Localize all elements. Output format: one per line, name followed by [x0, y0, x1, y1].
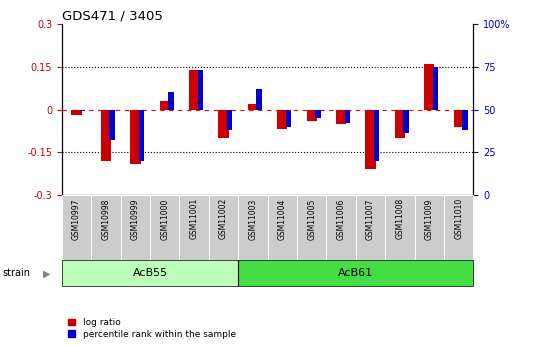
- Bar: [168, 92, 174, 110]
- Bar: [356, 195, 385, 260]
- Bar: [454, 110, 464, 127]
- Bar: [197, 70, 203, 110]
- Bar: [110, 110, 115, 140]
- Bar: [72, 110, 82, 115]
- Text: GSM11010: GSM11010: [454, 198, 463, 239]
- Bar: [238, 260, 473, 286]
- Bar: [160, 101, 170, 110]
- Bar: [395, 110, 405, 138]
- Bar: [433, 67, 438, 110]
- Bar: [374, 110, 379, 161]
- Text: GDS471 / 3405: GDS471 / 3405: [62, 10, 162, 23]
- Bar: [345, 110, 350, 123]
- Bar: [315, 110, 321, 118]
- Text: GSM11003: GSM11003: [249, 198, 258, 239]
- Text: GSM11004: GSM11004: [278, 198, 287, 239]
- Bar: [286, 110, 291, 127]
- Text: strain: strain: [3, 268, 31, 278]
- Bar: [297, 195, 327, 260]
- Bar: [365, 110, 376, 169]
- Bar: [385, 195, 415, 260]
- Bar: [139, 110, 144, 161]
- Text: GSM11002: GSM11002: [219, 198, 228, 239]
- Bar: [209, 195, 238, 260]
- Bar: [404, 110, 409, 134]
- Bar: [307, 110, 317, 121]
- Bar: [227, 110, 232, 130]
- Bar: [238, 195, 268, 260]
- Bar: [130, 110, 140, 164]
- Bar: [80, 110, 86, 111]
- Bar: [257, 89, 262, 110]
- Bar: [444, 195, 473, 260]
- Legend: log ratio, percentile rank within the sample: log ratio, percentile rank within the sa…: [66, 317, 238, 341]
- Text: GSM11006: GSM11006: [337, 198, 345, 239]
- Bar: [462, 110, 468, 130]
- Text: ▶: ▶: [43, 268, 51, 278]
- Bar: [62, 195, 91, 260]
- Bar: [424, 64, 435, 110]
- Bar: [189, 70, 199, 110]
- Bar: [121, 195, 150, 260]
- Bar: [327, 195, 356, 260]
- Text: GSM10999: GSM10999: [131, 198, 140, 240]
- Bar: [150, 195, 180, 260]
- Text: GSM11009: GSM11009: [425, 198, 434, 239]
- Bar: [267, 195, 297, 260]
- Text: GSM11000: GSM11000: [160, 198, 169, 239]
- Text: GSM10997: GSM10997: [72, 198, 81, 240]
- Text: GSM11001: GSM11001: [190, 198, 199, 239]
- Text: GSM11007: GSM11007: [366, 198, 375, 239]
- Bar: [415, 195, 444, 260]
- Bar: [277, 110, 287, 129]
- Bar: [101, 110, 111, 161]
- Bar: [336, 110, 346, 124]
- Bar: [218, 110, 229, 138]
- Bar: [62, 260, 238, 286]
- Text: GSM11008: GSM11008: [395, 198, 405, 239]
- Bar: [91, 195, 121, 260]
- Text: AcB61: AcB61: [338, 268, 373, 278]
- Bar: [248, 104, 258, 110]
- Text: AcB55: AcB55: [132, 268, 168, 278]
- Text: GSM11005: GSM11005: [307, 198, 316, 239]
- Text: GSM10998: GSM10998: [102, 198, 110, 239]
- Bar: [180, 195, 209, 260]
